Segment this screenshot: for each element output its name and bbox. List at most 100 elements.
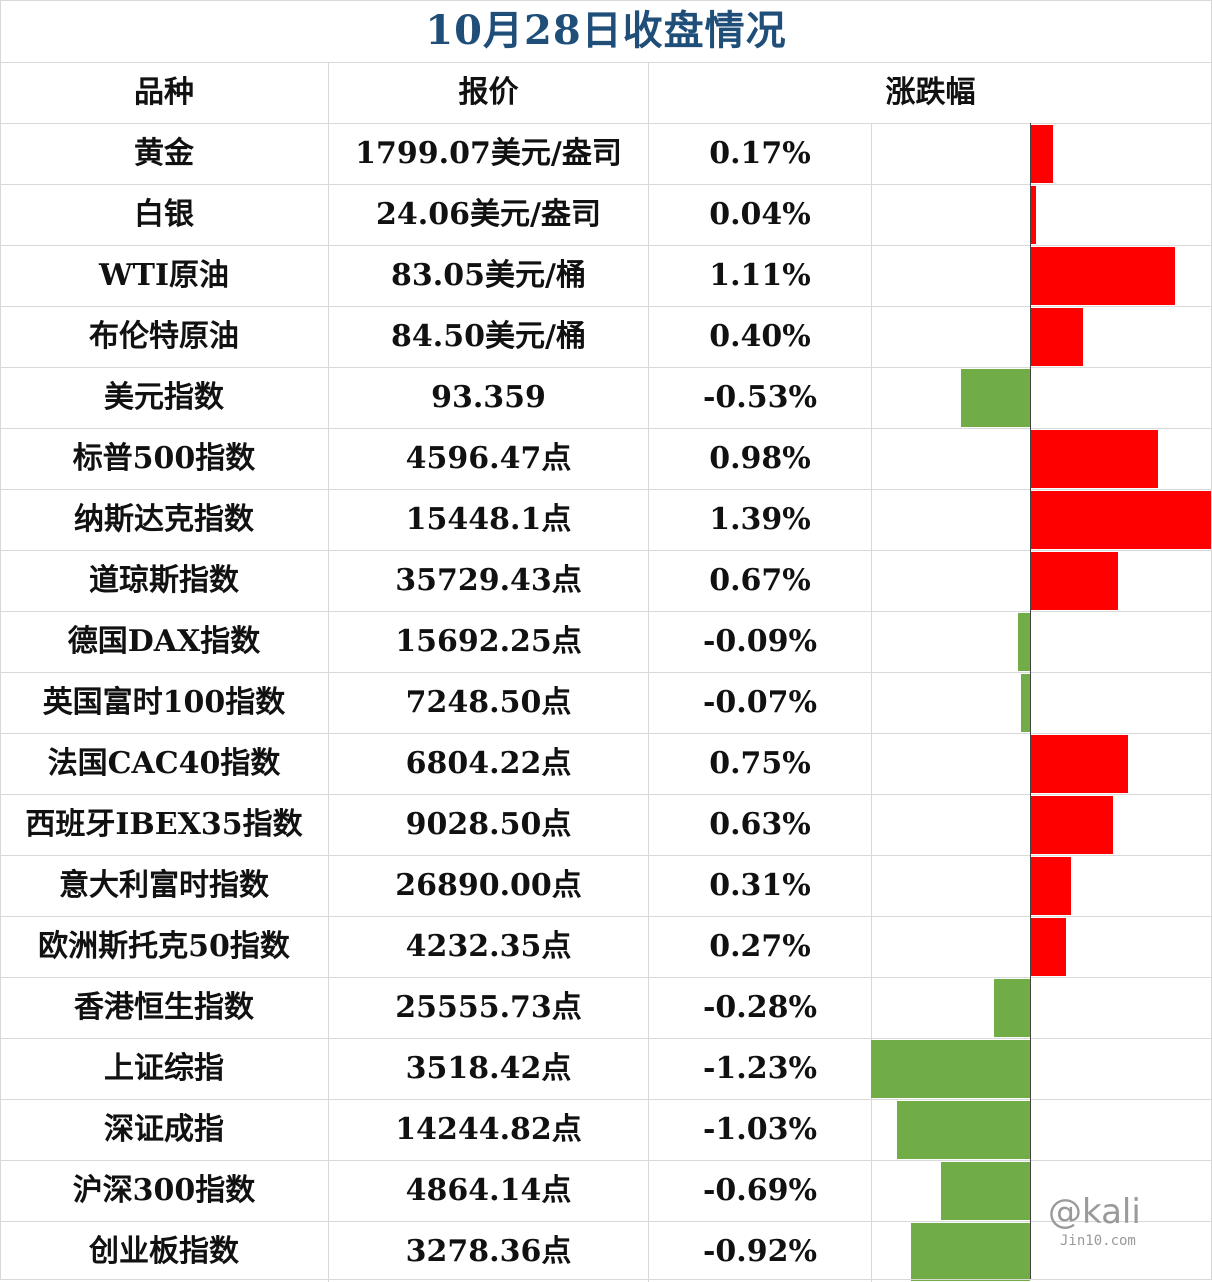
bar-axis: [1030, 123, 1031, 1280]
instrument-change: -0.09%: [649, 612, 872, 672]
instrument-price: 24.06美元/盎司: [329, 185, 649, 245]
change-bar-cell: [872, 185, 1212, 245]
instrument-change: 1.11%: [649, 246, 872, 306]
instrument-name: 深证成指: [0, 1100, 329, 1160]
table-row: 欧洲斯托克50指数 4232.35点 0.27%: [0, 916, 1212, 977]
instrument-price: 14244.82点: [329, 1100, 649, 1160]
instrument-price: 4596.47点: [329, 429, 649, 489]
change-bar: [1031, 918, 1066, 976]
table-row: 布伦特原油 84.50美元/桶 0.40%: [0, 306, 1212, 367]
table-row: 黄金 1799.07美元/盎司 0.17%: [0, 123, 1212, 184]
header-change: 涨跌幅: [885, 75, 976, 110]
instrument-change: 0.75%: [649, 734, 872, 794]
instrument-price: 35729.43点: [329, 551, 649, 611]
table-row: 西班牙IBEX35指数 9028.50点 0.63%: [0, 794, 1212, 855]
change-bar-cell: [872, 734, 1212, 794]
change-bar: [1031, 735, 1129, 793]
change-bar-cell: [872, 551, 1212, 611]
instrument-name: 上证综指: [0, 1039, 329, 1099]
table-row: 标普500指数 4596.47点 0.98%: [0, 428, 1212, 489]
instrument-name: 标普500指数: [0, 429, 329, 489]
change-bar: [1031, 857, 1072, 915]
table-row: 上证综指 3518.42点 -1.23%: [0, 1038, 1212, 1099]
instrument-price: 83.05美元/桶: [329, 246, 649, 306]
instrument-change: 0.27%: [649, 917, 872, 977]
change-bar: [1031, 796, 1113, 854]
instrument-change: 0.17%: [649, 124, 872, 184]
table-row: 沪深300指数 4864.14点 -0.69%: [0, 1160, 1212, 1221]
instrument-price: 9028.50点: [329, 795, 649, 855]
instrument-price: 3518.42点: [329, 1039, 649, 1099]
instrument-price: 26890.00点: [329, 856, 649, 916]
change-bar-cell: [870, 1039, 1212, 1099]
change-bar: [870, 1040, 1030, 1098]
instrument-name: 法国CAC40指数: [0, 734, 329, 794]
instrument-change: -0.69%: [649, 1161, 872, 1221]
change-bar-cell: [872, 1222, 1212, 1282]
change-bar: [1031, 247, 1175, 305]
change-bar-cell: [872, 978, 1212, 1038]
change-bar: [1031, 552, 1118, 610]
change-bar-cell: [872, 429, 1212, 489]
instrument-change: 0.04%: [649, 185, 872, 245]
change-bar: [1031, 186, 1037, 244]
instrument-change: 0.63%: [649, 795, 872, 855]
instrument-name: 英国富时100指数: [0, 673, 329, 733]
table-row: 美元指数 93.359 -0.53%: [0, 367, 1212, 428]
change-bar-cell: [872, 795, 1212, 855]
instrument-name: 纳斯达克指数: [0, 490, 329, 550]
instrument-price: 15692.25点: [329, 612, 649, 672]
change-bar-cell: [872, 612, 1212, 672]
instrument-name: 意大利富时指数: [0, 856, 329, 916]
instrument-change: 1.39%: [649, 490, 872, 550]
change-bar: [896, 1101, 1030, 1159]
instrument-name: 西班牙IBEX35指数: [0, 795, 329, 855]
instrument-price: 93.359: [329, 368, 649, 428]
watermark: @kali Jin10.com: [1048, 1192, 1208, 1270]
change-bar: [961, 369, 1030, 427]
change-bar: [1018, 613, 1030, 671]
change-bar: [940, 1162, 1030, 1220]
instrument-name: 道琼斯指数: [0, 551, 329, 611]
header-name: 品种: [0, 63, 329, 123]
table-row: 德国DAX指数 15692.25点 -0.09%: [0, 611, 1212, 672]
change-bar: [910, 1223, 1030, 1281]
change-bar-cell: [872, 246, 1212, 306]
table-row: 纳斯达克指数 15448.1点 1.39%: [0, 489, 1212, 550]
instrument-change: 0.40%: [649, 307, 872, 367]
table-header-row: 品种 报价 涨跌幅: [0, 62, 1212, 123]
change-bar: [1031, 430, 1158, 488]
header-price: 报价: [329, 63, 649, 123]
instrument-name: 布伦特原油: [0, 307, 329, 367]
instrument-change: -0.07%: [649, 673, 872, 733]
change-bar: [1020, 674, 1030, 732]
page-title: 10月28日收盘情况: [425, 7, 787, 54]
instrument-change: 0.31%: [649, 856, 872, 916]
instrument-name: 德国DAX指数: [0, 612, 329, 672]
change-bar-cell: [872, 307, 1212, 367]
table-row: 白银 24.06美元/盎司 0.04%: [0, 184, 1212, 245]
instrument-price: 3278.36点: [329, 1222, 649, 1282]
table-row: 香港恒生指数 25555.73点 -0.28%: [0, 977, 1212, 1038]
instrument-price: 4232.35点: [329, 917, 649, 977]
instrument-price: 84.50美元/桶: [329, 307, 649, 367]
instrument-price: 6804.22点: [329, 734, 649, 794]
table-row: WTI原油 83.05美元/桶 1.11%: [0, 245, 1212, 306]
change-bar-cell: [872, 124, 1212, 184]
instrument-change: -1.03%: [649, 1100, 872, 1160]
change-bar: [1031, 125, 1053, 183]
instrument-name: 沪深300指数: [0, 1161, 329, 1221]
instrument-change: -1.23%: [649, 1039, 872, 1099]
change-bar-cell: [872, 917, 1212, 977]
instrument-name: 香港恒生指数: [0, 978, 329, 1038]
table-row: 创业板指数 3278.36点 -0.92%: [0, 1221, 1212, 1282]
instrument-change: -0.28%: [649, 978, 872, 1038]
instrument-change: -0.53%: [649, 368, 872, 428]
instrument-price: 1799.07美元/盎司: [329, 124, 649, 184]
change-bar-cell: [872, 490, 1212, 550]
instrument-price: 25555.73点: [329, 978, 649, 1038]
table-row: 意大利富时指数 26890.00点 0.31%: [0, 855, 1212, 916]
change-bar: [1031, 308, 1083, 366]
table-row: 英国富时100指数 7248.50点 -0.07%: [0, 672, 1212, 733]
instrument-name: 创业板指数: [0, 1222, 329, 1282]
